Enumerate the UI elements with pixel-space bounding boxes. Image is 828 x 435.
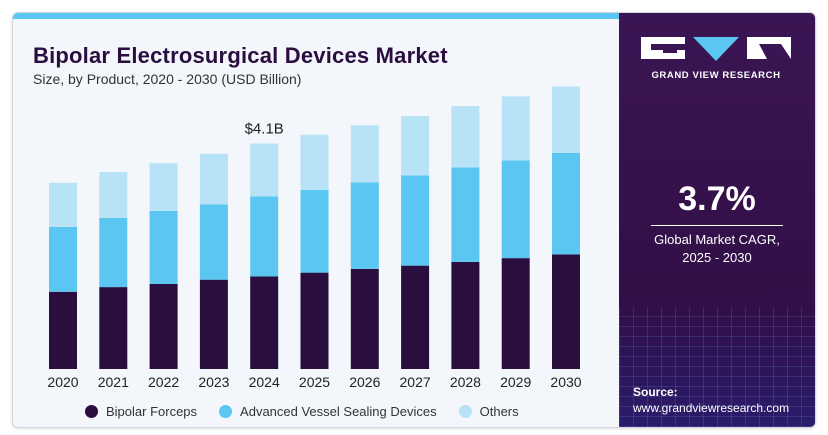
- source-url: www.grandviewresearch.com: [633, 401, 790, 415]
- bar-2025-series-1: [300, 189, 329, 273]
- x-tick-label-2028: 2028: [450, 374, 481, 390]
- bar-2025-series-0: [300, 272, 329, 369]
- bar-2028-series-1: [451, 167, 480, 262]
- bar-2028-series-2: [451, 106, 480, 168]
- bar-2026-series-2: [350, 125, 379, 183]
- bar-2022-series-0: [149, 283, 178, 369]
- bar-2027-series-1: [401, 175, 430, 266]
- source-label: Source:: [633, 385, 678, 399]
- bar-2029-series-2: [501, 96, 530, 161]
- cagr-label-line2: 2025 - 2030: [682, 250, 752, 265]
- x-tick-label-2025: 2025: [299, 374, 330, 390]
- bar-2021-series-0: [99, 287, 128, 369]
- bar-2024-series-2: [250, 143, 279, 197]
- bar-2023-series-2: [199, 153, 228, 205]
- bar-2021-series-2: [99, 172, 128, 218]
- bar-2024-series-1: [250, 196, 279, 277]
- bar-2030-series-0: [552, 254, 580, 369]
- data-label-2024: $4.1B: [245, 121, 284, 138]
- bar-2023-series-0: [199, 279, 228, 369]
- x-tick-label-2026: 2026: [349, 374, 380, 390]
- x-tick-label-2024: 2024: [249, 374, 280, 390]
- cagr-value: 3.7%: [678, 180, 756, 218]
- legend-item-advanced-vessel-sealing: Advanced Vessel Sealing Devices: [219, 404, 437, 419]
- gvr-logo-icon: [641, 37, 791, 61]
- bar-2029-series-0: [501, 258, 530, 369]
- chart-legend: Bipolar Forceps Advanced Vessel Sealing …: [85, 404, 541, 419]
- infographic-card: 2020 2021 2022 2023 2024 $4.1B 2025 2026 2027 202…: [12, 12, 816, 428]
- bar-2024-series-0: [250, 276, 279, 369]
- x-tick-label-2029: 2029: [500, 374, 531, 390]
- x-tick-label-2023: 2023: [198, 374, 229, 390]
- x-tick-label-2022: 2022: [148, 374, 179, 390]
- x-tick-label-2021: 2021: [98, 374, 129, 390]
- cagr-label: Global Market CAGR, 2025 - 2030: [619, 231, 815, 267]
- bar-2020-series-1: [49, 226, 77, 292]
- bar-2020-series-2: [49, 182, 77, 227]
- brand-logo: GRAND VIEW RESEARCH: [641, 35, 791, 81]
- bar-2028-series-0: [451, 261, 480, 369]
- chart-panel: 2020 2021 2022 2023 2024 $4.1B 2025 2026 2027 202…: [13, 19, 619, 427]
- bar-2022-series-1: [149, 210, 178, 284]
- chart-subtitle: Size, by Product, 2020 - 2030 (USD Billi…: [33, 71, 302, 87]
- bar-chart: 2020 2021 2022 2023 2024 $4.1B 2025 2026 2027 202…: [47, 86, 582, 390]
- bar-2030-series-1: [552, 152, 580, 255]
- bar-2020-series-0: [49, 291, 77, 369]
- bar-2023-series-1: [199, 204, 228, 280]
- decorative-grid: [619, 307, 815, 427]
- legend-item-others: Others: [458, 404, 519, 419]
- legend-label-bipolar-forceps: Bipolar Forceps: [106, 404, 198, 419]
- legend-swatch-bipolar-forceps: [85, 405, 98, 418]
- bar-2025-series-2: [300, 134, 329, 190]
- x-tick-label-2027: 2027: [400, 374, 431, 390]
- accent-bar: [13, 13, 619, 19]
- bar-2022-series-2: [149, 163, 178, 211]
- bar-2026-series-1: [350, 182, 379, 269]
- bar-2027-series-2: [401, 116, 430, 176]
- x-tick-label-2030: 2030: [550, 374, 581, 390]
- cagr-label-line1: Global Market CAGR,: [654, 232, 780, 247]
- legend-swatch-others: [458, 405, 472, 418]
- bar-2030-series-2: [552, 86, 580, 153]
- legend-label-advanced-vessel-sealing: Advanced Vessel Sealing Devices: [240, 404, 437, 419]
- bar-2021-series-1: [99, 217, 128, 288]
- bar-2026-series-0: [350, 268, 379, 369]
- legend-swatch-advanced-vessel-sealing: [219, 405, 233, 418]
- bar-2029-series-1: [501, 160, 530, 259]
- side-panel: GRAND VIEW RESEARCH 3.7% Global Market C…: [619, 13, 815, 427]
- chart-title: Bipolar Electrosurgical Devices Market: [33, 43, 448, 68]
- x-tick-label-2020: 2020: [47, 374, 78, 390]
- legend-label-others: Others: [479, 404, 519, 419]
- legend-item-bipolar-forceps: Bipolar Forceps: [85, 404, 197, 419]
- brand-name: GRAND VIEW RESEARCH: [651, 70, 781, 81]
- bar-2027-series-0: [401, 265, 430, 369]
- cagr-divider: [651, 225, 783, 226]
